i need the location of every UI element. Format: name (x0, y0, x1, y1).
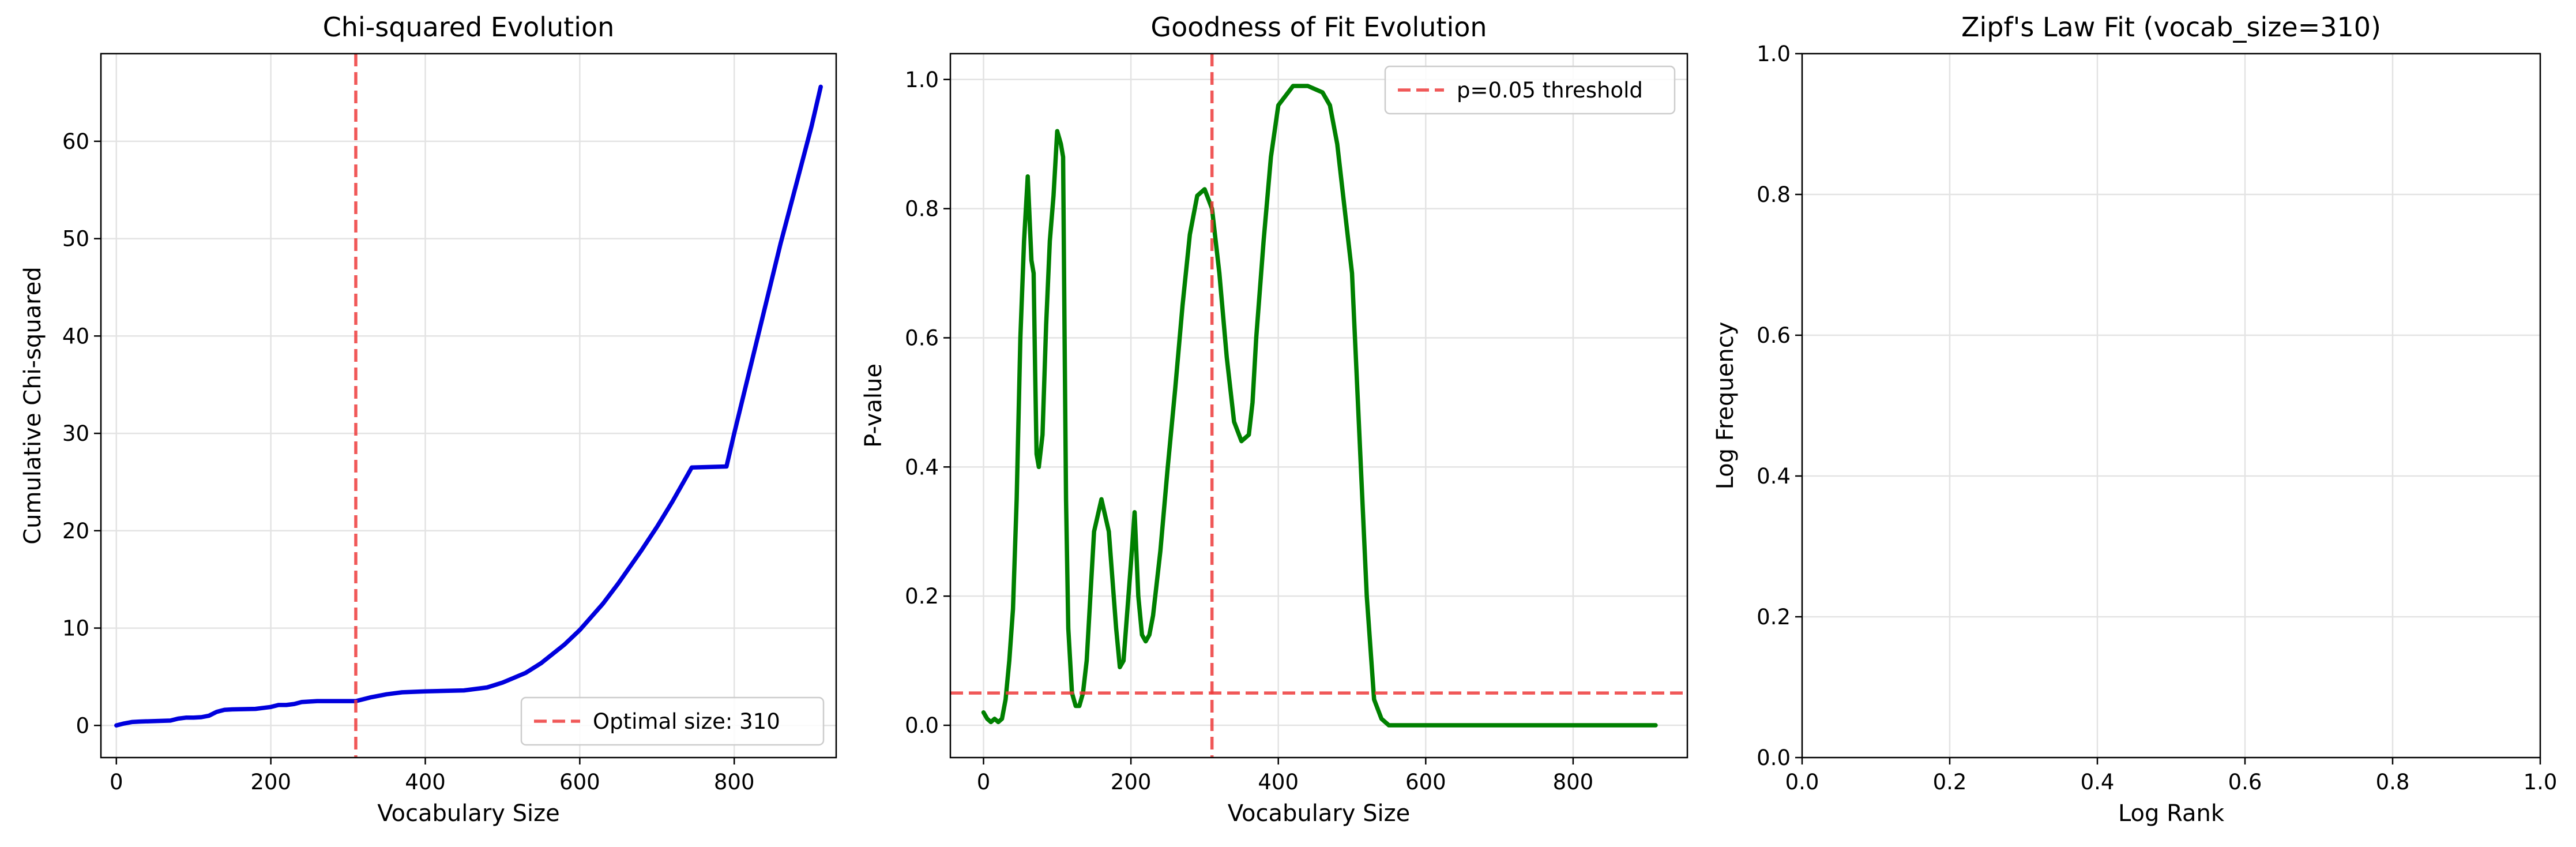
y-tick-label-5: 1.0 (1757, 42, 1791, 66)
y-tick-label-4: 40 (62, 324, 89, 348)
y-tick-label-1: 0.2 (1757, 605, 1791, 629)
axes-frame (1801, 53, 2541, 759)
chart-title: Chi-squared Evolution (323, 12, 615, 43)
x-axis-label: Vocabulary Size (1228, 800, 1411, 827)
series-line-1 (981, 84, 1658, 728)
y-axis-label: Log Frequency (1712, 322, 1739, 490)
x-tick-label-2: 0.4 (2081, 770, 2115, 794)
y-tick-label-3: 0.6 (1757, 323, 1791, 348)
chart-panel-3: 0.0 0.2 0.4 0.6 0.8 1.0 0.0 0.2 0.4 0.6 0.8 1.0 Zipf… (1712, 12, 2557, 827)
series-line-1 (114, 84, 823, 728)
x-tick-label-2: 400 (1258, 770, 1299, 794)
x-axis-label: Vocabulary Size (377, 800, 560, 827)
y-tick-label-0: 0.0 (1757, 745, 1791, 770)
y-tick-label-4: 0.8 (1757, 182, 1791, 207)
y-tick-label-4: 0.8 (905, 197, 939, 222)
y-tick-label-3: 0.6 (905, 325, 939, 350)
x-axis-label: Log Rank (2118, 800, 2225, 827)
x-tick-label-3: 600 (1405, 770, 1446, 794)
axes-frame (100, 53, 837, 759)
x-tick-label-0: 0 (110, 770, 123, 794)
y-tick-label-2: 0.4 (905, 455, 939, 479)
y-tick-label-0: 0 (76, 713, 89, 738)
y-tick-label-0: 0.0 (905, 713, 939, 738)
y-tick-label-3: 30 (62, 421, 89, 446)
axes-frame (949, 53, 1688, 759)
y-tick-label-5: 1.0 (905, 68, 939, 92)
y-tick-label-5: 50 (62, 227, 89, 252)
chart-panel-2: 0 200 400 600 800 0.0 0.2 0.4 0.6 0.8 1.0 Goodness … (860, 12, 1688, 827)
x-tick-label-1: 200 (250, 770, 291, 794)
x-tick-label-1: 0.2 (1933, 770, 1967, 794)
legend-label-1: p=0.05 threshold (1457, 78, 1643, 103)
x-tick-label-1: 200 (1111, 770, 1152, 794)
y-axis-label: P-value (860, 363, 887, 448)
chart-title: Goodness of Fit Evolution (1150, 12, 1487, 43)
legend: Optimal size: 310 (520, 696, 825, 746)
y-tick-label-2: 20 (62, 519, 89, 544)
y-tick-label-1: 0.2 (905, 584, 939, 609)
x-tick-label-0: 0.0 (1785, 770, 1819, 794)
x-tick-label-4: 800 (714, 770, 755, 794)
legend-box (1384, 65, 1676, 115)
x-tick-label-3: 0.6 (2228, 770, 2262, 794)
y-axis-label: Cumulative Chi-squared (20, 267, 46, 545)
y-tick-label-6: 60 (62, 129, 89, 154)
chart-panel-1: 0 200 400 600 800 0 10 20 30 40 50 60 Chi-squared Ev… (20, 12, 837, 827)
x-tick-label-2: 400 (405, 770, 446, 794)
x-tick-label-4: 800 (1553, 770, 1594, 794)
legend-box (520, 696, 825, 746)
x-tick-label-4: 0.8 (2376, 770, 2410, 794)
y-tick-label-1: 10 (62, 616, 89, 641)
x-tick-label-5: 1.0 (2524, 770, 2558, 794)
x-tick-label-3: 600 (559, 770, 600, 794)
chart-title: Zipf's Law Fit (vocab_size=310) (1961, 12, 2381, 43)
legend: p=0.05 threshold (1384, 65, 1676, 115)
legend-label-1: Optimal size: 310 (593, 709, 780, 734)
y-tick-label-2: 0.4 (1757, 464, 1791, 489)
x-tick-label-0: 0 (977, 770, 991, 794)
